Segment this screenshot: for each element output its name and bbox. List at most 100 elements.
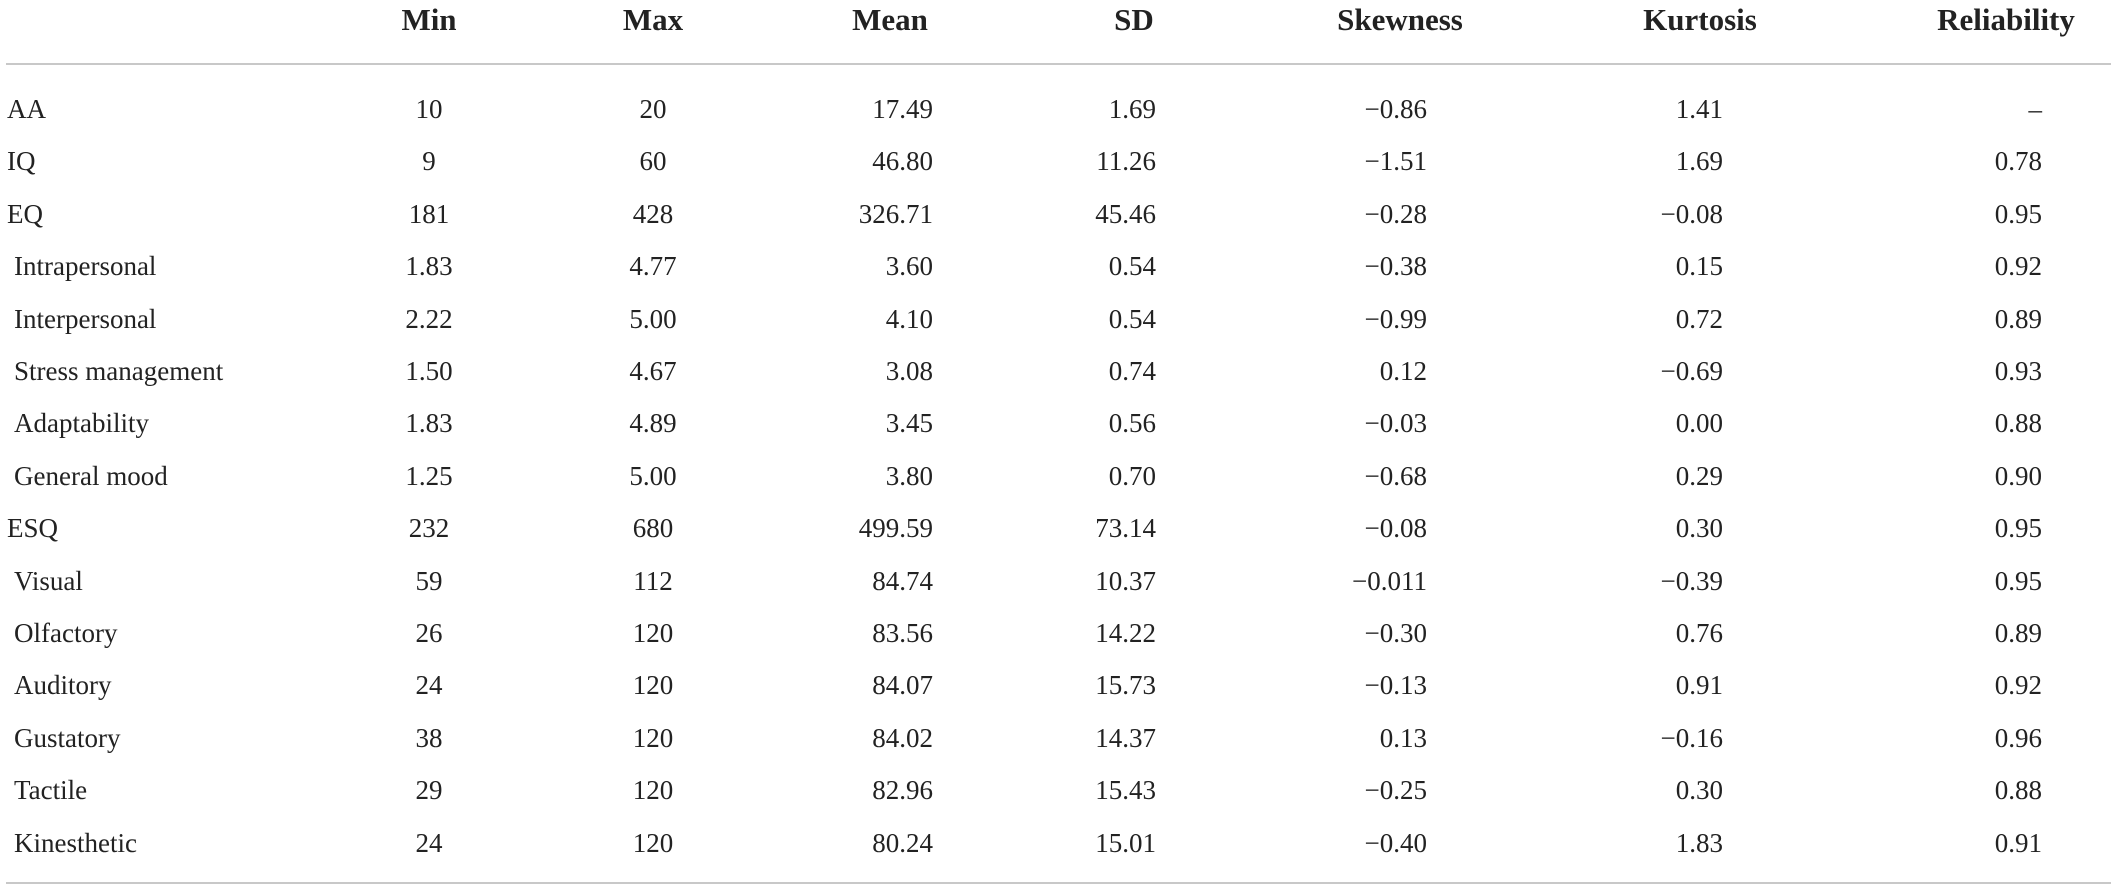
table-cell: −0.16 (1660, 722, 1723, 753)
table-cell: −0.011 (1352, 565, 1427, 596)
table-cell: −0.08 (1364, 513, 1427, 544)
table-cell: 0.88 (1994, 775, 2042, 806)
table-cell: 0.72 (1675, 303, 1723, 334)
bottom-rule (6, 882, 2111, 884)
column-header: Kurtosis (1643, 2, 1757, 37)
column-header: Max (622, 2, 684, 37)
table-cell: 3.08 (885, 356, 933, 386)
row-label: Olfactory (14, 618, 118, 648)
table-cell: 84.07 (872, 670, 933, 701)
table-cell: 4.10 (885, 303, 933, 334)
row-label: Adaptability (14, 408, 149, 439)
table-cell: 0.13 (1379, 722, 1427, 753)
table-cell: 15.73 (1095, 670, 1156, 701)
table-cell: 15.43 (1095, 775, 1156, 806)
table-cell: 499.59 (858, 513, 933, 544)
row-label: Tactile (14, 775, 88, 806)
table-cell: 428 (632, 198, 674, 229)
table-cell: 0.92 (1994, 251, 2042, 282)
table-cell: 1.41 (1675, 94, 1723, 124)
table-cell: 4.77 (629, 251, 677, 282)
row-label: Stress management (14, 356, 224, 386)
table-cell: 0.96 (1994, 722, 2042, 753)
row-label: Visual (14, 565, 83, 596)
row-label: IQ (7, 146, 36, 177)
table-cell: −0.40 (1364, 827, 1427, 858)
table-cell: 0.30 (1675, 775, 1723, 806)
table-cell: 181 (408, 198, 450, 229)
table-cell: 0.91 (1994, 827, 2042, 858)
table-cell: 120 (632, 827, 674, 858)
column-header: Reliability (1937, 2, 2075, 37)
table-cell: 0.88 (1994, 408, 2042, 439)
table-cell: 0.74 (1108, 356, 1156, 386)
table-cell: 45.46 (1095, 198, 1156, 229)
table-cell: 120 (632, 722, 674, 753)
table-cell: 0.76 (1675, 618, 1723, 648)
table-cell: 10.37 (1095, 565, 1156, 596)
table-cell: 38 (415, 722, 443, 753)
table-cell: 17.49 (872, 94, 933, 124)
table-cell: 83.56 (872, 618, 933, 648)
row-label: Gustatory (14, 722, 121, 753)
row-label: ESQ (7, 513, 59, 544)
row-label: EQ (7, 198, 43, 229)
table-cell: 1.83 (1675, 827, 1723, 858)
table-cell: −0.30 (1364, 618, 1427, 648)
table-cell: 15.01 (1095, 827, 1156, 858)
table-cell: 4.67 (629, 356, 677, 386)
table-cell: 0.95 (1994, 513, 2042, 544)
table-cell: 112 (633, 565, 673, 596)
table-cell: 0.70 (1108, 460, 1156, 491)
table-cell: 0.90 (1994, 460, 2042, 491)
table-cell: 11.26 (1096, 146, 1156, 177)
table-cell: −0.38 (1364, 251, 1427, 282)
row-label: Interpersonal (14, 303, 157, 334)
table-cell: −0.39 (1660, 565, 1723, 596)
table-cell: −0.28 (1364, 198, 1427, 229)
header-rule (6, 63, 2111, 65)
table-cell: 0.29 (1675, 460, 1723, 491)
table-cell: 46.80 (872, 146, 933, 177)
table-cell: 0.54 (1108, 251, 1156, 282)
table-cell: 1.69 (1108, 94, 1156, 124)
table-cell: −0.86 (1364, 94, 1427, 124)
table-cell: −0.03 (1364, 408, 1427, 439)
table-cell: 232 (408, 513, 450, 544)
table-cell: −0.69 (1660, 356, 1723, 386)
table-cell: 120 (632, 670, 674, 701)
table-cell: 0.12 (1379, 356, 1427, 386)
table-cell: 0.89 (1994, 618, 2042, 648)
table-cell: 14.22 (1095, 618, 1156, 648)
table-cell: 59 (415, 565, 443, 596)
table-cell: 120 (632, 775, 674, 806)
table-cell: 0.30 (1675, 513, 1723, 544)
row-label: General mood (14, 460, 168, 491)
column-header: Skewness (1337, 2, 1463, 37)
table-cell: 1.25 (405, 460, 453, 491)
table-cell: −0.68 (1364, 460, 1427, 491)
table-cell: 24 (415, 827, 443, 858)
table-cell: 680 (632, 513, 674, 544)
column-header: SD (1114, 2, 1154, 37)
table-cell: 2.22 (405, 303, 453, 334)
table-cell: 84.74 (872, 565, 933, 596)
table-cell: 0.95 (1994, 198, 2042, 229)
row-label: Kinesthetic (14, 827, 137, 858)
table-cell: 84.02 (872, 722, 933, 753)
table-cell: −0.99 (1364, 303, 1427, 334)
table-cell: – (2028, 94, 2043, 124)
table-cell: 1.83 (405, 251, 453, 282)
table-cell: 1.50 (405, 356, 453, 386)
table-cell: −0.25 (1364, 775, 1427, 806)
table-cell: 326.71 (858, 198, 933, 229)
table-cell: 5.00 (629, 303, 677, 334)
table-cell: 120 (632, 618, 674, 648)
table-cell: 29 (415, 775, 443, 806)
table-cell: 0.89 (1994, 303, 2042, 334)
table-cell: −0.13 (1364, 670, 1427, 701)
table-cell: 10 (415, 94, 443, 124)
table-cell: 3.80 (885, 460, 933, 491)
row-label: AA (7, 94, 46, 124)
